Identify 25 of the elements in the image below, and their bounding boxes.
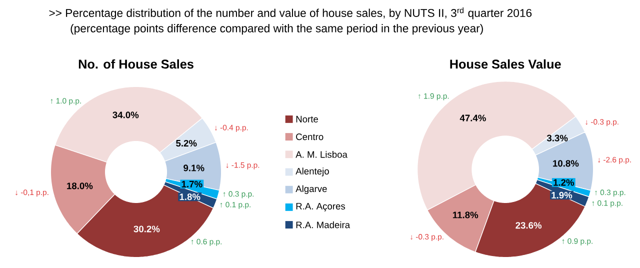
legend-label: A. M. Lisboa (296, 150, 348, 158)
data-label: 1.8% (180, 194, 200, 200)
chart-title: House Sales Value (450, 59, 561, 69)
data-label: 34.0% (112, 112, 139, 118)
data-label: 47.4% (460, 114, 486, 122)
chart-title: No. of House Sales (78, 59, 194, 69)
text: (percentage points difference compared with the same period in the previous year) (70, 24, 483, 35)
data-label: 18.0% (67, 182, 93, 190)
legend-label: R.A. Madeira (296, 221, 350, 228)
data-label: 9.1% (184, 164, 204, 172)
text: >> Percentage distribution of the number and value of house sales, by NUTS II, 3$^{rd}$ quarter 2016 (49, 7, 532, 20)
legend-label: R.A. Açores (296, 202, 346, 212)
data-label: 10.8% (553, 160, 579, 167)
data-label: 11.8% (452, 212, 478, 218)
legend-label: Norte (296, 116, 318, 122)
data-label: 30.2% (134, 226, 160, 232)
data-label: 1.7% (182, 180, 202, 188)
data-label: 1.9% (552, 192, 572, 198)
legend-label: Algarve (296, 185, 327, 194)
legend-label: Alentejo (296, 168, 329, 176)
data-label: 3.3% (546, 134, 568, 142)
data-label: 5.2% (176, 140, 197, 147)
legend-label: Centro (296, 134, 324, 140)
data-label: 1.2% (554, 179, 574, 186)
data-label: 23.6% (516, 222, 542, 229)
